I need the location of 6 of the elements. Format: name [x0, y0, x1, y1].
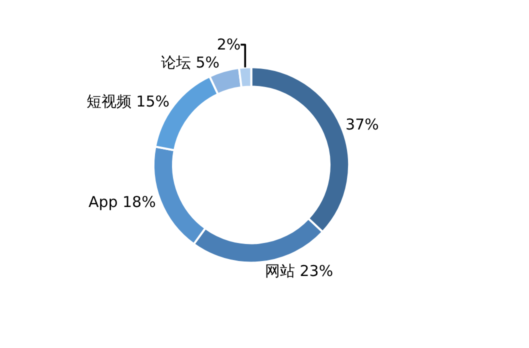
slice-label: App 18% — [88, 193, 156, 212]
slice-label: 网站 23% — [264, 262, 334, 280]
data-label: 37% — [346, 116, 379, 134]
slice-label: 短视频 15% — [86, 92, 170, 111]
slice-label: 论坛 5% — [160, 54, 220, 72]
data-label: 2% — [216, 36, 241, 54]
